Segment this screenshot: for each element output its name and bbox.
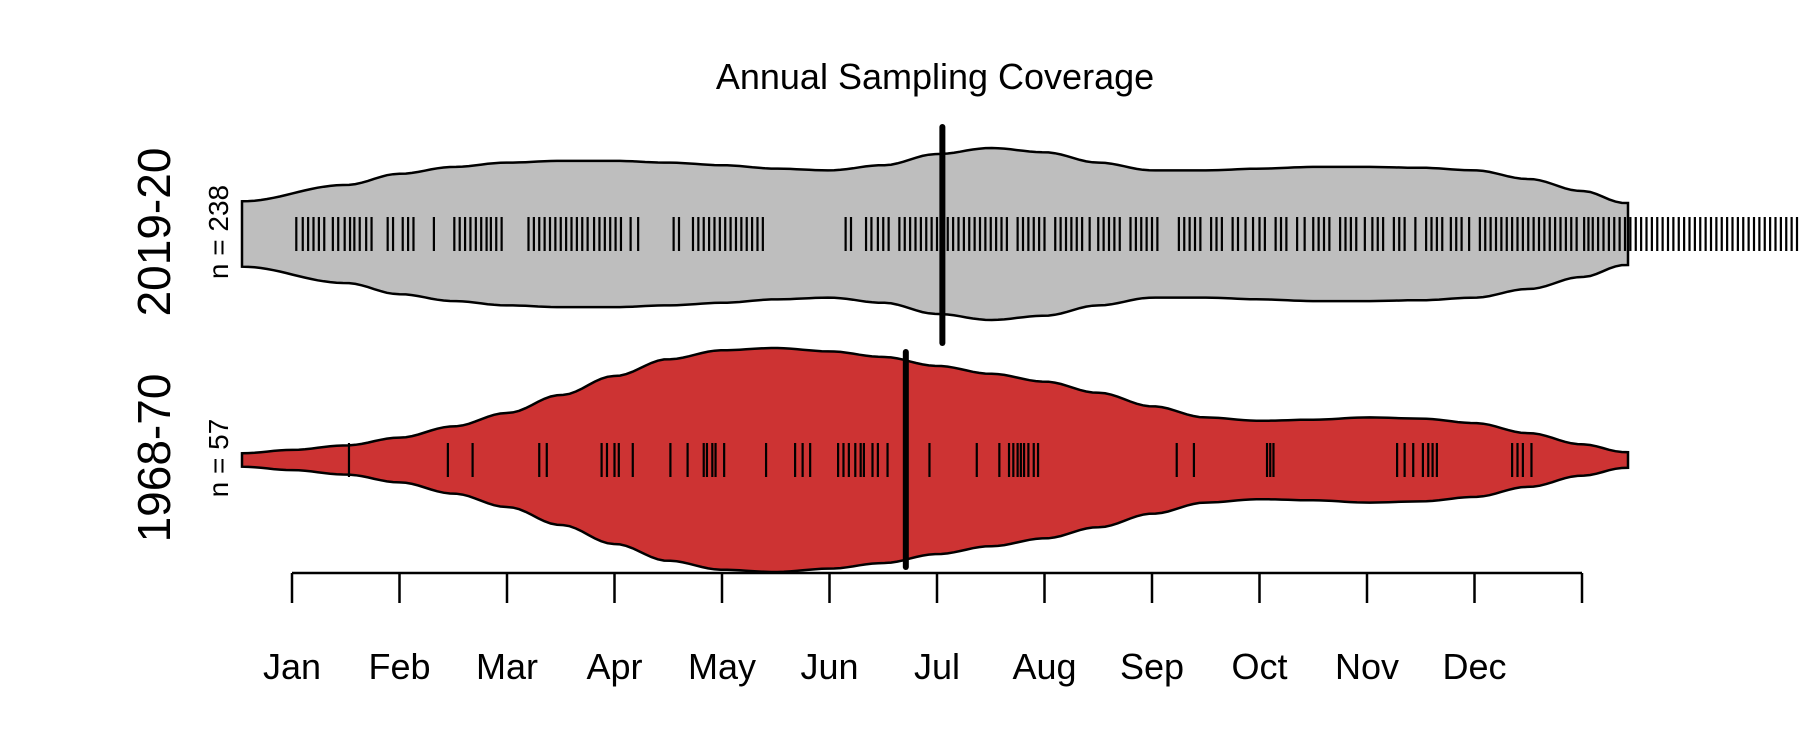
n-count-1968-70: n = 57	[203, 419, 234, 498]
n-label-2019-20: n = 238	[203, 185, 234, 279]
x-tick-label-may: May	[688, 646, 756, 687]
x-tick-label-jan: Jan	[263, 646, 321, 687]
x-tick-label-jul: Jul	[914, 646, 960, 687]
chart-title: Annual Sampling Coverage	[716, 56, 1154, 97]
violin-2019-20	[240, 124, 1799, 346]
x-tick-label-sep: Sep	[1120, 646, 1184, 687]
x-tick-label-nov: Nov	[1335, 646, 1399, 687]
violin-body-1968-70	[240, 346, 1630, 574]
violin-body-2019-20	[240, 146, 1630, 322]
series-name-2019-20: 2019-20	[128, 148, 180, 317]
x-axis: Jan Feb Mar Apr May Jun Jul Aug Sep Oct Nov Dec	[263, 571, 1584, 687]
violin-1968-70	[240, 346, 1630, 574]
series-name-1968-70: 1968-70	[128, 374, 180, 543]
x-tick-label-jun: Jun	[800, 646, 858, 687]
x-tick-label-dec: Dec	[1442, 646, 1506, 687]
x-tick-label-aug: Aug	[1012, 646, 1076, 687]
x-tick-label-feb: Feb	[368, 646, 430, 687]
series-label-1968-70: 1968-70	[128, 374, 180, 543]
x-tick-label-apr: Apr	[586, 646, 642, 687]
x-tick-label-oct: Oct	[1231, 646, 1287, 687]
n-label-1968-70: n = 57	[203, 419, 234, 498]
violin-layer	[240, 124, 1799, 574]
series-label-2019-20: 2019-20	[128, 148, 180, 317]
x-tick-label-mar: Mar	[476, 646, 538, 687]
n-count-2019-20: n = 238	[203, 185, 234, 279]
